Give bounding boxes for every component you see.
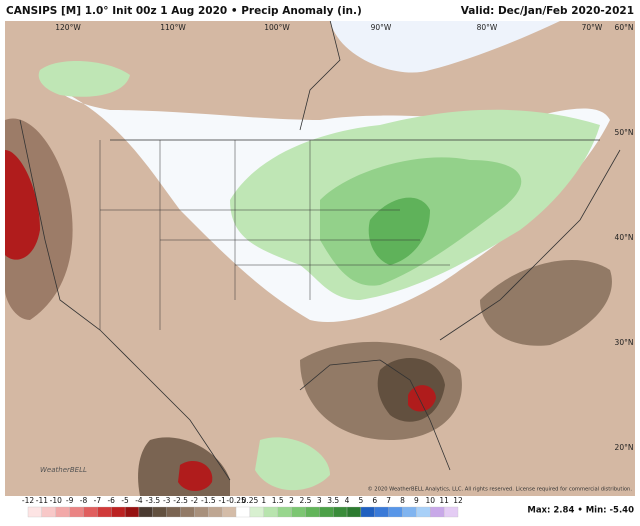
wet-area [368, 197, 430, 265]
colorbar-swatch [319, 506, 334, 518]
colorbar-swatch [55, 506, 70, 518]
colorbar-label: 8 [400, 496, 405, 505]
colorbar-label: 9 [414, 496, 419, 505]
colorbar-label: 10 [425, 496, 435, 505]
longitude-label: 70°W [582, 23, 603, 32]
colorbar-label: 3 [317, 496, 322, 505]
very-dry-area [178, 461, 213, 491]
colorbar-swatch [249, 506, 264, 518]
colorbar-swatch [430, 506, 445, 518]
colorbar-label: 2 [289, 496, 294, 505]
colorbar-swatch [291, 506, 306, 518]
logo: WeatherBELL [40, 466, 87, 474]
colorbar-swatch [27, 506, 43, 518]
colorbar-swatch [263, 506, 278, 518]
colorbar-swatch [138, 506, 153, 518]
colorbar-label: -9 [66, 496, 74, 505]
wet-area [38, 60, 130, 97]
colorbar-swatch [97, 506, 112, 518]
colorbar-swatch [388, 506, 403, 518]
colorbar-swatch [180, 506, 195, 518]
colorbar-label: -1.5 [201, 496, 216, 505]
colorbar-label: 6 [372, 496, 377, 505]
colorbar-label: -8 [80, 496, 88, 505]
colorbar-label: -10 [50, 496, 62, 505]
colorbar-label: 1 [261, 496, 266, 505]
longitude-label: 90°W [371, 23, 392, 32]
colorbar-swatch [305, 506, 320, 518]
colorbar-label: -3 [163, 496, 171, 505]
colorbar-label: -4 [135, 496, 143, 505]
colorbar-label: -2.5 [173, 496, 188, 505]
colorbar-label: 3.5 [327, 496, 339, 505]
colorbar-swatch [333, 506, 348, 518]
longitude-label: 120°W [55, 23, 81, 32]
longitude-label: 110°W [160, 23, 186, 32]
colorbar-label: 11 [439, 496, 449, 505]
header: CANSIPS [M] 1.0° Init 00z 1 Aug 2020 • P… [6, 5, 634, 17]
title: CANSIPS [M] 1.0° Init 00z 1 Aug 2020 • P… [6, 5, 362, 17]
latitude-label: 60°N [615, 23, 634, 32]
dry-area [5, 21, 190, 36]
valid-period: Valid: Dec/Jan/Feb 2020-2021 [461, 5, 634, 17]
longitude-label: 100°W [264, 23, 290, 32]
state-lines [99, 140, 450, 330]
latitude-label: 50°N [615, 128, 634, 137]
colorbar-swatch [83, 506, 98, 518]
colorbar-swatch [346, 506, 362, 518]
colorbar-label: -1 [218, 496, 226, 505]
colorbar-swatch [222, 506, 237, 518]
colorbar-swatch [277, 506, 292, 518]
near-normal-area [5, 21, 560, 73]
longitude-label: 80°W [477, 23, 498, 32]
colorbar-label: 7 [386, 496, 391, 505]
colorbar-label: -2 [191, 496, 199, 505]
colorbar-swatch [124, 506, 140, 518]
colorbar-label: 2.5 [299, 496, 311, 505]
wet-area [255, 437, 330, 491]
colorbar-label: 1.5 [272, 496, 284, 505]
colorbar-label: -0.25 [226, 496, 246, 505]
colorbar-label: -5 [121, 496, 129, 505]
colorbar-swatch [152, 506, 167, 518]
latitude-labels: 60°N 50°N 40°N 30°N 20°N [615, 23, 634, 452]
colorbar-swatch [111, 506, 126, 518]
colorbar-swatch [360, 506, 375, 518]
colorbar: -12 -11 -10 -9 -8 -7 -6 -5 -4 -3.5 -3 -2.5 -2 -1.5 -1-… [22, 496, 463, 518]
colorbar-label: 12 [453, 496, 463, 505]
colorbar-swatch [194, 506, 209, 518]
colorbar-label: -6 [107, 496, 115, 505]
colorbar-swatch [166, 506, 181, 518]
dry-area [480, 260, 612, 346]
max-min: Max: 2.84 • Min: -5.40 [527, 506, 634, 516]
very-dry-area [408, 385, 436, 412]
colorbar-swatch [208, 506, 223, 518]
colorbar-label: 0.25 [242, 496, 259, 505]
latitude-label: 40°N [615, 233, 634, 242]
colorbar-label: -11 [36, 496, 48, 505]
colorbar-swatch [374, 506, 389, 518]
colorbar-swatch [41, 506, 56, 518]
longitude-labels: 120°W 110°W 100°W 90°W 80°W 70°W [55, 23, 603, 32]
colorbar-label: 4 [345, 496, 350, 505]
colorbar-swatch [402, 506, 417, 518]
colorbar-label: -7 [94, 496, 102, 505]
colorbar-label: 5 [359, 496, 364, 505]
latitude-label: 20°N [615, 443, 634, 452]
colorbar-swatch [416, 506, 431, 518]
very-dry-area [5, 150, 40, 260]
colorbar-label: -3.5 [146, 496, 161, 505]
map: 120°W 110°W 100°W 90°W 80°W 70°W 60°N 50°N 40°N… [5, 21, 635, 496]
colorbar-swatch [69, 506, 84, 518]
latitude-label: 30°N [615, 338, 634, 347]
copyright: © 2020 WeatherBELL Analytics, LLC. All r… [367, 486, 632, 493]
colorbar-label: -12 [22, 496, 34, 505]
colorbar-swatch [235, 506, 251, 518]
colorbar-swatch [443, 506, 459, 518]
